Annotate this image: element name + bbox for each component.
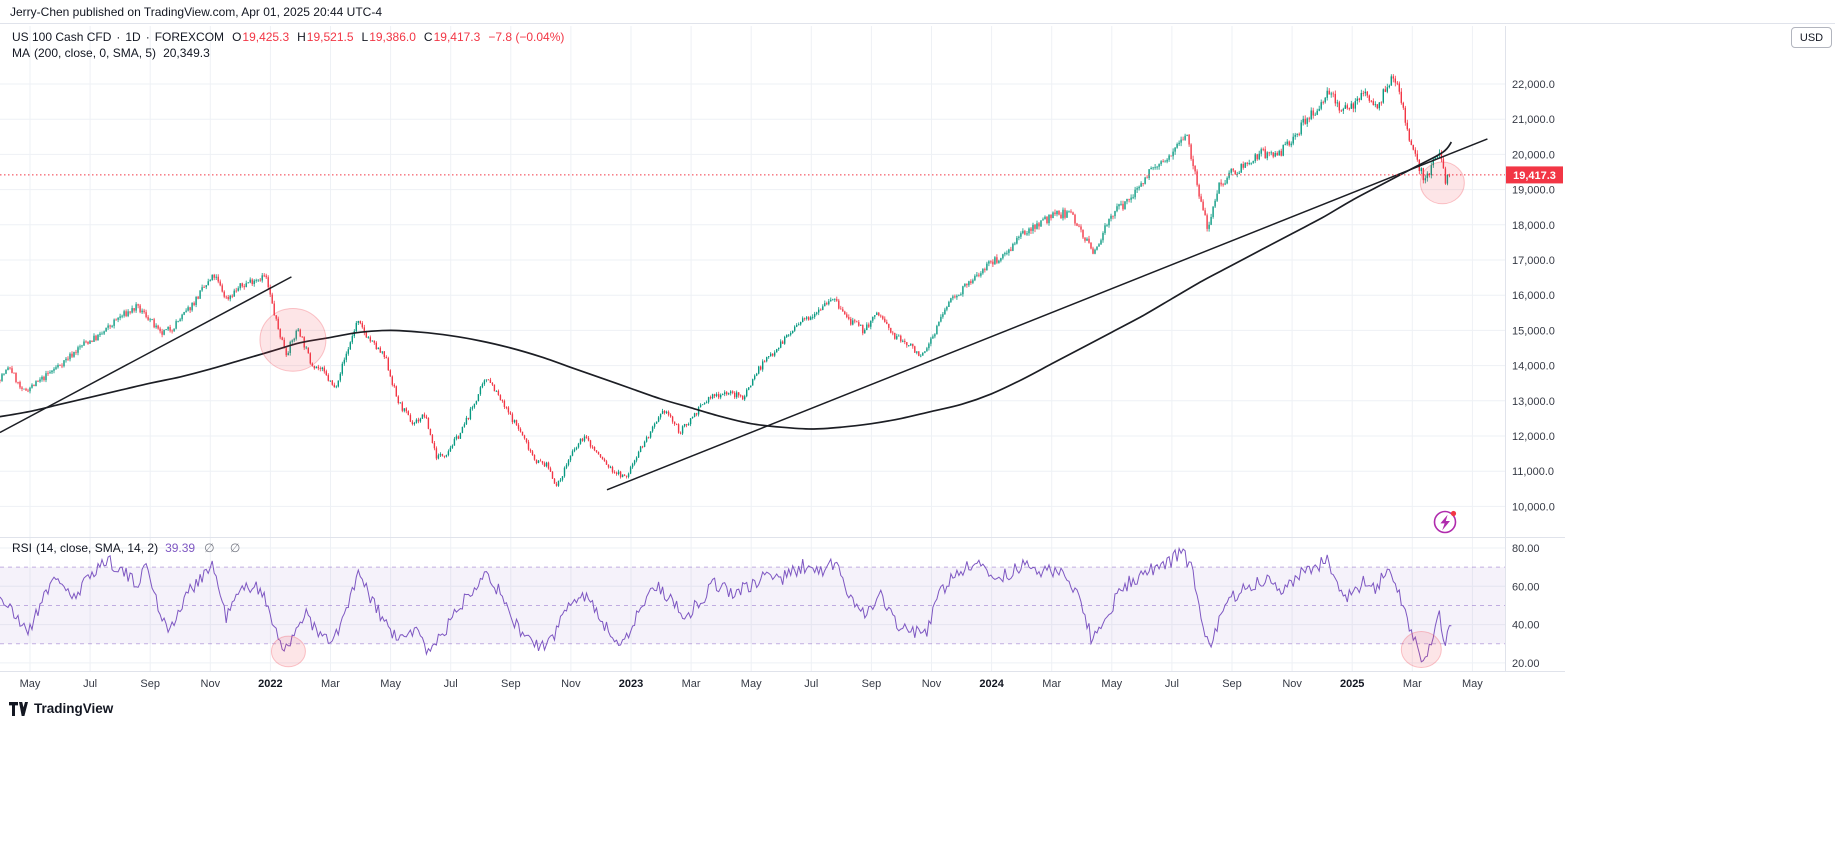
- svg-text:Jul: Jul: [1165, 678, 1179, 690]
- svg-text:20.00: 20.00: [1512, 658, 1540, 670]
- svg-text:2022: 2022: [258, 678, 282, 690]
- open-value: 19,425.3: [242, 30, 290, 44]
- svg-text:Nov: Nov: [1282, 678, 1302, 690]
- svg-text:16,000.0: 16,000.0: [1512, 290, 1555, 302]
- rsi-value: 39.39: [165, 541, 196, 555]
- rsi-band: [0, 566, 1505, 645]
- symbol-row: US 100 Cash CFD · 1D · FOREXCOM O 19,425.…: [12, 29, 564, 45]
- svg-text:14,000.0: 14,000.0: [1512, 361, 1555, 373]
- high-label: H: [297, 30, 306, 44]
- svg-text:Jul: Jul: [804, 678, 818, 690]
- svg-text:12,000.0: 12,000.0: [1512, 431, 1555, 443]
- publication-info: Jerry-Chen published on TradingView.com,…: [10, 4, 382, 19]
- rsi-line[interactable]: [0, 546, 1452, 663]
- tradingview-logo-icon: [9, 701, 28, 716]
- svg-text:Jul: Jul: [83, 678, 97, 690]
- separator-dot: ·: [145, 30, 150, 44]
- open-label: O: [232, 30, 242, 44]
- time-axis[interactable]: May Jul Sep Nov 2022 Mar May Jul Sep Nov 2023 Mar Ma…: [20, 678, 1484, 690]
- exchange-label[interactable]: FOREXCOM: [154, 30, 225, 44]
- ma-200-line[interactable]: [0, 141, 1453, 430]
- svg-text:Sep: Sep: [140, 678, 160, 690]
- svg-text:Mar: Mar: [1403, 678, 1422, 690]
- ma-label: MA: [12, 46, 30, 60]
- separator-dot: ·: [116, 30, 121, 44]
- tradingview-wordmark: TradingView: [34, 701, 114, 716]
- svg-text:Mar: Mar: [682, 678, 701, 690]
- close-label: C: [423, 30, 433, 44]
- publication-bar: Jerry-Chen published on TradingView.com,…: [0, 0, 1835, 24]
- main-legend: US 100 Cash CFD · 1D · FOREXCOM O 19,425.…: [12, 29, 564, 61]
- svg-text:2025: 2025: [1340, 678, 1364, 690]
- svg-text:15,000.0: 15,000.0: [1512, 325, 1555, 337]
- trendlines[interactable]: [0, 138, 1488, 491]
- svg-text:13,000.0: 13,000.0: [1512, 396, 1555, 408]
- close-value: 19,417.3: [433, 30, 481, 44]
- svg-text:19,000.0: 19,000.0: [1512, 185, 1555, 197]
- svg-text:Nov: Nov: [201, 678, 221, 690]
- rsi-indicator-row[interactable]: RSI (14, close, SMA, 14, 2) 39.39 ∅ ∅: [12, 541, 246, 555]
- svg-text:2023: 2023: [619, 678, 643, 690]
- ma-indicator-row[interactable]: MA (200, close, 0, SMA, 5) 20,349.3: [12, 45, 564, 61]
- currency-toggle-button[interactable]: USD: [1791, 27, 1832, 48]
- svg-text:11,000.0: 11,000.0: [1512, 466, 1554, 478]
- interval-label[interactable]: 1D: [125, 30, 141, 44]
- svg-text:17,000.0: 17,000.0: [1512, 255, 1555, 267]
- svg-text:40.00: 40.00: [1512, 620, 1540, 632]
- tradingview-attribution[interactable]: TradingView: [9, 701, 113, 716]
- svg-text:Jul: Jul: [444, 678, 458, 690]
- svg-text:20,000.0: 20,000.0: [1512, 149, 1555, 161]
- rsi-label: RSI: [12, 541, 33, 555]
- svg-text:May: May: [1462, 678, 1483, 690]
- low-value: 19,386.0: [369, 30, 416, 44]
- change-value: −7.8 (−0.04%): [488, 30, 565, 44]
- svg-text:2024: 2024: [979, 678, 1004, 690]
- svg-text:May: May: [741, 678, 762, 690]
- svg-text:Nov: Nov: [561, 678, 581, 690]
- pane-separators: [0, 26, 1565, 672]
- svg-text:Sep: Sep: [862, 678, 882, 690]
- symbol-title[interactable]: US 100 Cash CFD: [12, 30, 112, 44]
- low-label: L: [361, 30, 369, 44]
- svg-text:10,000.0: 10,000.0: [1512, 501, 1555, 513]
- svg-text:Mar: Mar: [321, 678, 340, 690]
- last-price-tag: 19,417.3: [1506, 166, 1563, 184]
- rsi-args: (14, close, SMA, 14, 2): [36, 541, 159, 555]
- svg-text:22,000.0: 22,000.0: [1512, 79, 1555, 91]
- svg-text:May: May: [20, 678, 41, 690]
- svg-text:Mar: Mar: [1042, 678, 1061, 690]
- candlestick-series[interactable]: [0, 74, 1451, 487]
- price-axis[interactable]: 22,000.0 21,000.0 20,000.0 19,000.0 18,000.0…: [1512, 79, 1555, 670]
- svg-text:18,000.0: 18,000.0: [1512, 220, 1555, 232]
- high-value: 19,521.5: [306, 30, 354, 44]
- ma-args: (200, close, 0, SMA, 5): [34, 46, 157, 60]
- grid-lines: [0, 26, 1505, 671]
- lightning-badge-icon[interactable]: [1433, 510, 1457, 534]
- svg-text:21,000.0: 21,000.0: [1512, 114, 1555, 126]
- ma-value: 20,349.3: [163, 46, 210, 60]
- svg-text:19,417.3: 19,417.3: [1513, 170, 1556, 182]
- svg-text:80.00: 80.00: [1512, 543, 1540, 555]
- svg-text:May: May: [1101, 678, 1122, 690]
- svg-text:Sep: Sep: [1222, 678, 1242, 690]
- svg-text:60.00: 60.00: [1512, 581, 1540, 593]
- svg-text:Nov: Nov: [922, 678, 942, 690]
- svg-text:Sep: Sep: [501, 678, 521, 690]
- rsi-hidden-values: ∅ ∅: [204, 541, 247, 555]
- highlight-circles: [259, 161, 1465, 668]
- svg-text:May: May: [380, 678, 401, 690]
